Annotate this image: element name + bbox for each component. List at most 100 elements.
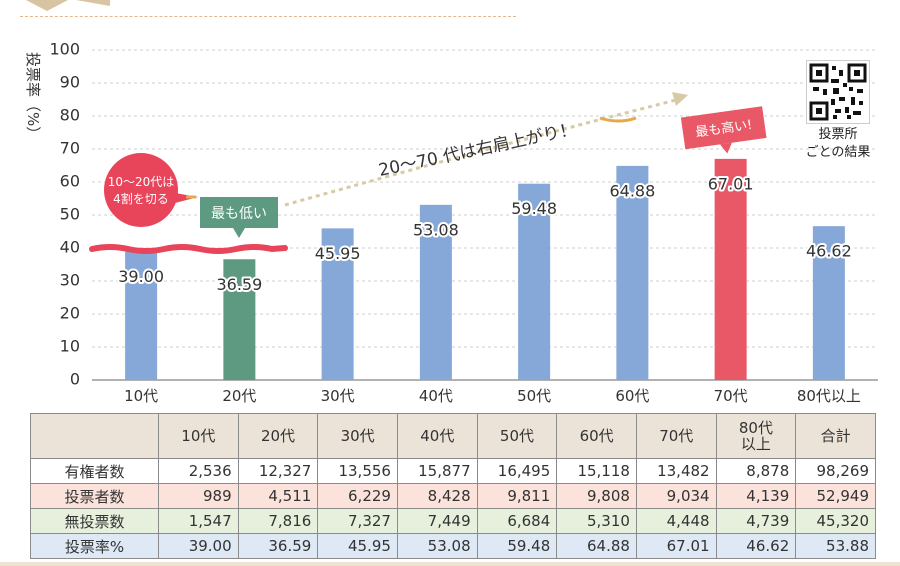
table-header-cell: 60代 — [556, 413, 637, 459]
table-cell: 36.59 — [237, 533, 319, 559]
x-tick-label: 10代 — [124, 387, 158, 405]
bar-7 — [812, 226, 845, 380]
table-cell: 15,118 — [556, 458, 637, 484]
top-ribbon-decoration — [26, 0, 110, 11]
trend-arrow-head — [672, 92, 688, 106]
x-tick-label: 50代 — [517, 387, 551, 405]
turnout-data-table: 10代 20代 30代 40代 50代 60代 70代 80代以上 合計 有権者… — [30, 413, 876, 559]
chart-grid — [92, 49, 878, 381]
y-tick-label: 50 — [60, 205, 80, 224]
table-cell: 39.00 — [158, 533, 239, 559]
bar-value-label: 36.59 — [216, 275, 262, 294]
x-tick-label: 30代 — [321, 387, 355, 405]
table-cell: 53.88 — [795, 533, 876, 559]
bar-6 — [714, 158, 747, 380]
bar-1 — [223, 259, 256, 380]
bottom-border — [0, 562, 900, 566]
table-cell: 7,449 — [396, 508, 478, 534]
reference-line-40 — [89, 244, 288, 254]
y-tick-label: 100 — [49, 40, 80, 59]
qr-code-icon[interactable] — [806, 60, 870, 124]
bar-5 — [616, 165, 649, 380]
trend-arrow-line — [284, 98, 677, 207]
bar-value-label: 39.00 — [118, 267, 164, 286]
y-tick-label: 20 — [60, 304, 80, 323]
table-cell: 67.01 — [635, 533, 717, 559]
bar-4 — [518, 183, 551, 380]
bar-value-label: 45.95 — [315, 244, 361, 263]
table-cell: 53.08 — [396, 533, 478, 559]
x-tick-label: 70代 — [714, 387, 748, 405]
table-cell: 9,808 — [556, 483, 637, 509]
table-cell: 7,816 — [237, 508, 319, 534]
trend-annotation-text: 20～70 代は右肩上がり！ — [377, 119, 578, 180]
table-cell: 12,327 — [237, 458, 319, 484]
y-axis-ticks: 0 10 20 30 40 50 60 70 80 90 100 — [49, 40, 80, 389]
table-cell: 6,229 — [317, 483, 398, 509]
table-header-cell: 80代以上 — [715, 413, 797, 459]
table-cell: 4,739 — [715, 508, 797, 534]
table-row: 有権者数 2,536 12,327 13,556 15,877 16,495 15,118 1… — [30, 458, 876, 484]
table-header-cell: 10代 — [158, 413, 239, 459]
y-tick-label: 70 — [60, 139, 80, 158]
x-tick-label: 60代 — [615, 387, 649, 405]
table-header-cell: 合計 — [795, 413, 876, 459]
qr-caption-line1: 投票所 — [818, 127, 858, 142]
table-cell: 46.62 — [715, 533, 797, 559]
y-tick-label: 40 — [60, 238, 80, 257]
x-axis-ticks: 10代 20代 30代 40代 50代 60代 70代 80代以上 — [124, 387, 861, 405]
svg-text:10～20代は: 10～20代は — [108, 175, 175, 189]
header-80s-text: 80代以上 — [738, 419, 773, 453]
y-tick-label: 30 — [60, 271, 80, 290]
bar-0 — [125, 251, 158, 380]
y-tick-label: 80 — [60, 106, 80, 125]
table-row-label: 有権者数 — [30, 458, 159, 484]
trend-swoosh-icon — [599, 116, 637, 123]
table-row: 無投票数 1,547 7,816 7,327 7,449 6,684 5,310 4,448 4… — [30, 508, 876, 534]
y-tick-label: 10 — [60, 337, 80, 356]
bar-value-label: 64.88 — [609, 181, 655, 200]
bar-3 — [419, 204, 452, 380]
turnout-bar-chart: 0 10 20 30 40 50 60 70 80 90 100 投票率（%） 39.00 36.59… — [24, 40, 878, 405]
y-axis-label: 投票率（%） — [24, 52, 42, 141]
table-header-cell: 50代 — [476, 413, 558, 459]
table-cell: 2,536 — [158, 458, 239, 484]
highest-callout: 最も高い! — [680, 106, 767, 154]
table-cell: 15,877 — [396, 458, 478, 484]
bar-value-labels: 39.00 36.59 45.95 53.08 59.48 64.88 67.01 46.62 — [116, 172, 854, 295]
bar-value-label: 59.48 — [511, 199, 557, 218]
table-cell: 45,320 — [795, 508, 876, 534]
table-cell: 52,949 — [795, 483, 876, 509]
table-cell: 989 — [158, 483, 239, 509]
table-cell: 98,269 — [795, 458, 876, 484]
y-tick-label: 0 — [70, 370, 80, 389]
table-cell: 13,482 — [635, 458, 717, 484]
table-row-label: 投票者数 — [30, 483, 159, 509]
table-cell: 4,448 — [635, 508, 717, 534]
table-cell: 8,878 — [715, 458, 797, 484]
lowest-callout: 最も低い — [200, 197, 278, 238]
x-tick-label: 20代 — [222, 387, 256, 405]
bar-value-label: 46.62 — [806, 242, 852, 261]
table-cell: 64.88 — [556, 533, 637, 559]
table-header-cell — [30, 413, 159, 459]
table-cell: 8,428 — [396, 483, 478, 509]
y-tick-label: 60 — [60, 172, 80, 191]
table-header-cell: 40代 — [396, 413, 478, 459]
qr-caption-line2: ごとの結果 — [805, 145, 871, 160]
svg-text:最も高い!: 最も高い! — [694, 117, 753, 141]
x-tick-label: 40代 — [419, 387, 453, 405]
top-dashed-divider — [20, 16, 516, 17]
table-cell: 16,495 — [476, 458, 558, 484]
under-40-circle-annotation: 10～20代は 4割を切る — [104, 153, 198, 227]
table-row-label: 無投票数 — [30, 508, 159, 534]
bar-2 — [321, 228, 354, 380]
bar-value-label: 67.01 — [708, 174, 754, 193]
table-cell: 59.48 — [476, 533, 558, 559]
table-row: 投票率% 39.00 36.59 45.95 53.08 59.48 64.88 67.01 4… — [30, 533, 876, 559]
svg-text:最も低い: 最も低い — [211, 206, 267, 222]
qr-caption: 投票所 ごとの結果 — [790, 126, 886, 162]
table-header-row: 10代 20代 30代 40代 50代 60代 70代 80代以上 合計 — [30, 413, 876, 459]
table-cell: 45.95 — [317, 533, 398, 559]
x-tick-label: 80代以上 — [797, 387, 861, 405]
